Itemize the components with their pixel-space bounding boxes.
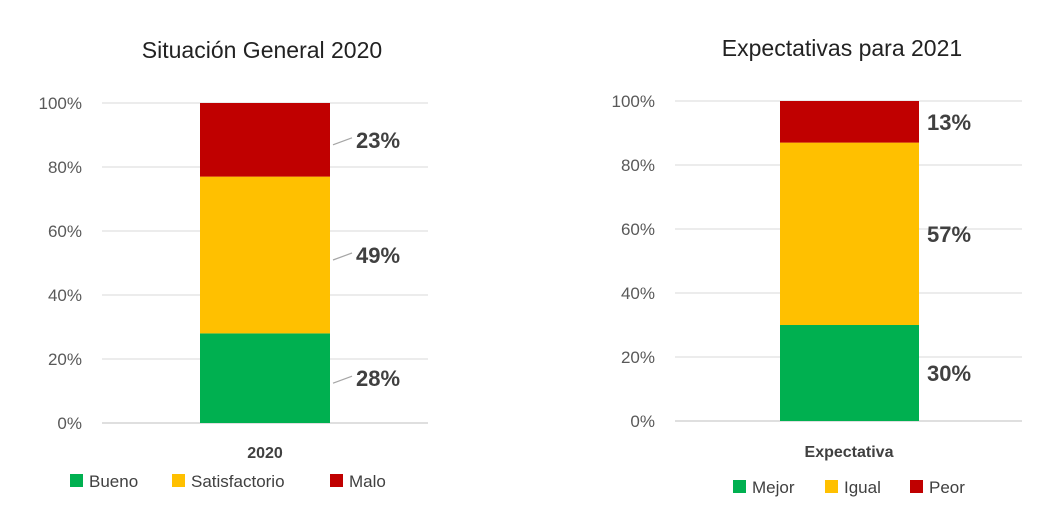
data-label: 49% (356, 243, 400, 268)
bar-segment-mejor (780, 325, 919, 421)
y-tick-label: 100% (612, 92, 655, 111)
data-label: 57% (927, 222, 971, 247)
data-label-leader (332, 252, 353, 261)
legend-label: Bueno (89, 472, 138, 491)
data-label: 23% (356, 128, 400, 153)
data-label-leader (332, 375, 353, 384)
bar-segment-satisfactorio (200, 176, 330, 334)
y-tick-label: 40% (621, 284, 655, 303)
y-tick-label: 60% (48, 222, 82, 241)
data-label-leader (332, 137, 353, 146)
legend-swatch-mejor (733, 480, 746, 493)
legend-label: Satisfactorio (191, 472, 285, 491)
chart-title: Expectativas para 2021 (722, 35, 962, 61)
x-category-label: Expectativa (805, 444, 894, 461)
y-tick-label: 60% (621, 220, 655, 239)
y-tick-label: 20% (621, 348, 655, 367)
y-tick-label: 40% (48, 286, 82, 305)
legend-swatch-malo (330, 474, 343, 487)
chart-title: Situación General 2020 (142, 37, 382, 63)
legend-label: Mejor (752, 478, 795, 497)
data-label: 13% (927, 110, 971, 135)
legend-swatch-igual (825, 480, 838, 493)
bar-segment-bueno (200, 333, 330, 423)
bar-segment-peor (780, 101, 919, 143)
legend-swatch-bueno (70, 474, 83, 487)
data-label: 28% (356, 366, 400, 391)
legend-label: Peor (929, 478, 965, 497)
legend-swatch-satisfactorio (172, 474, 185, 487)
y-tick-label: 20% (48, 350, 82, 369)
bar-segment-igual (780, 142, 919, 325)
y-tick-label: 0% (630, 412, 655, 431)
legend-label: Igual (844, 478, 881, 497)
y-tick-label: 80% (48, 158, 82, 177)
y-tick-label: 80% (621, 156, 655, 175)
legend-swatch-peor (910, 480, 923, 493)
x-category-label: 2020 (247, 445, 283, 462)
legend-label: Malo (349, 472, 386, 491)
bar-segment-malo (200, 103, 330, 177)
y-tick-label: 100% (39, 94, 82, 113)
data-label: 30% (927, 361, 971, 386)
y-tick-label: 0% (57, 414, 82, 433)
